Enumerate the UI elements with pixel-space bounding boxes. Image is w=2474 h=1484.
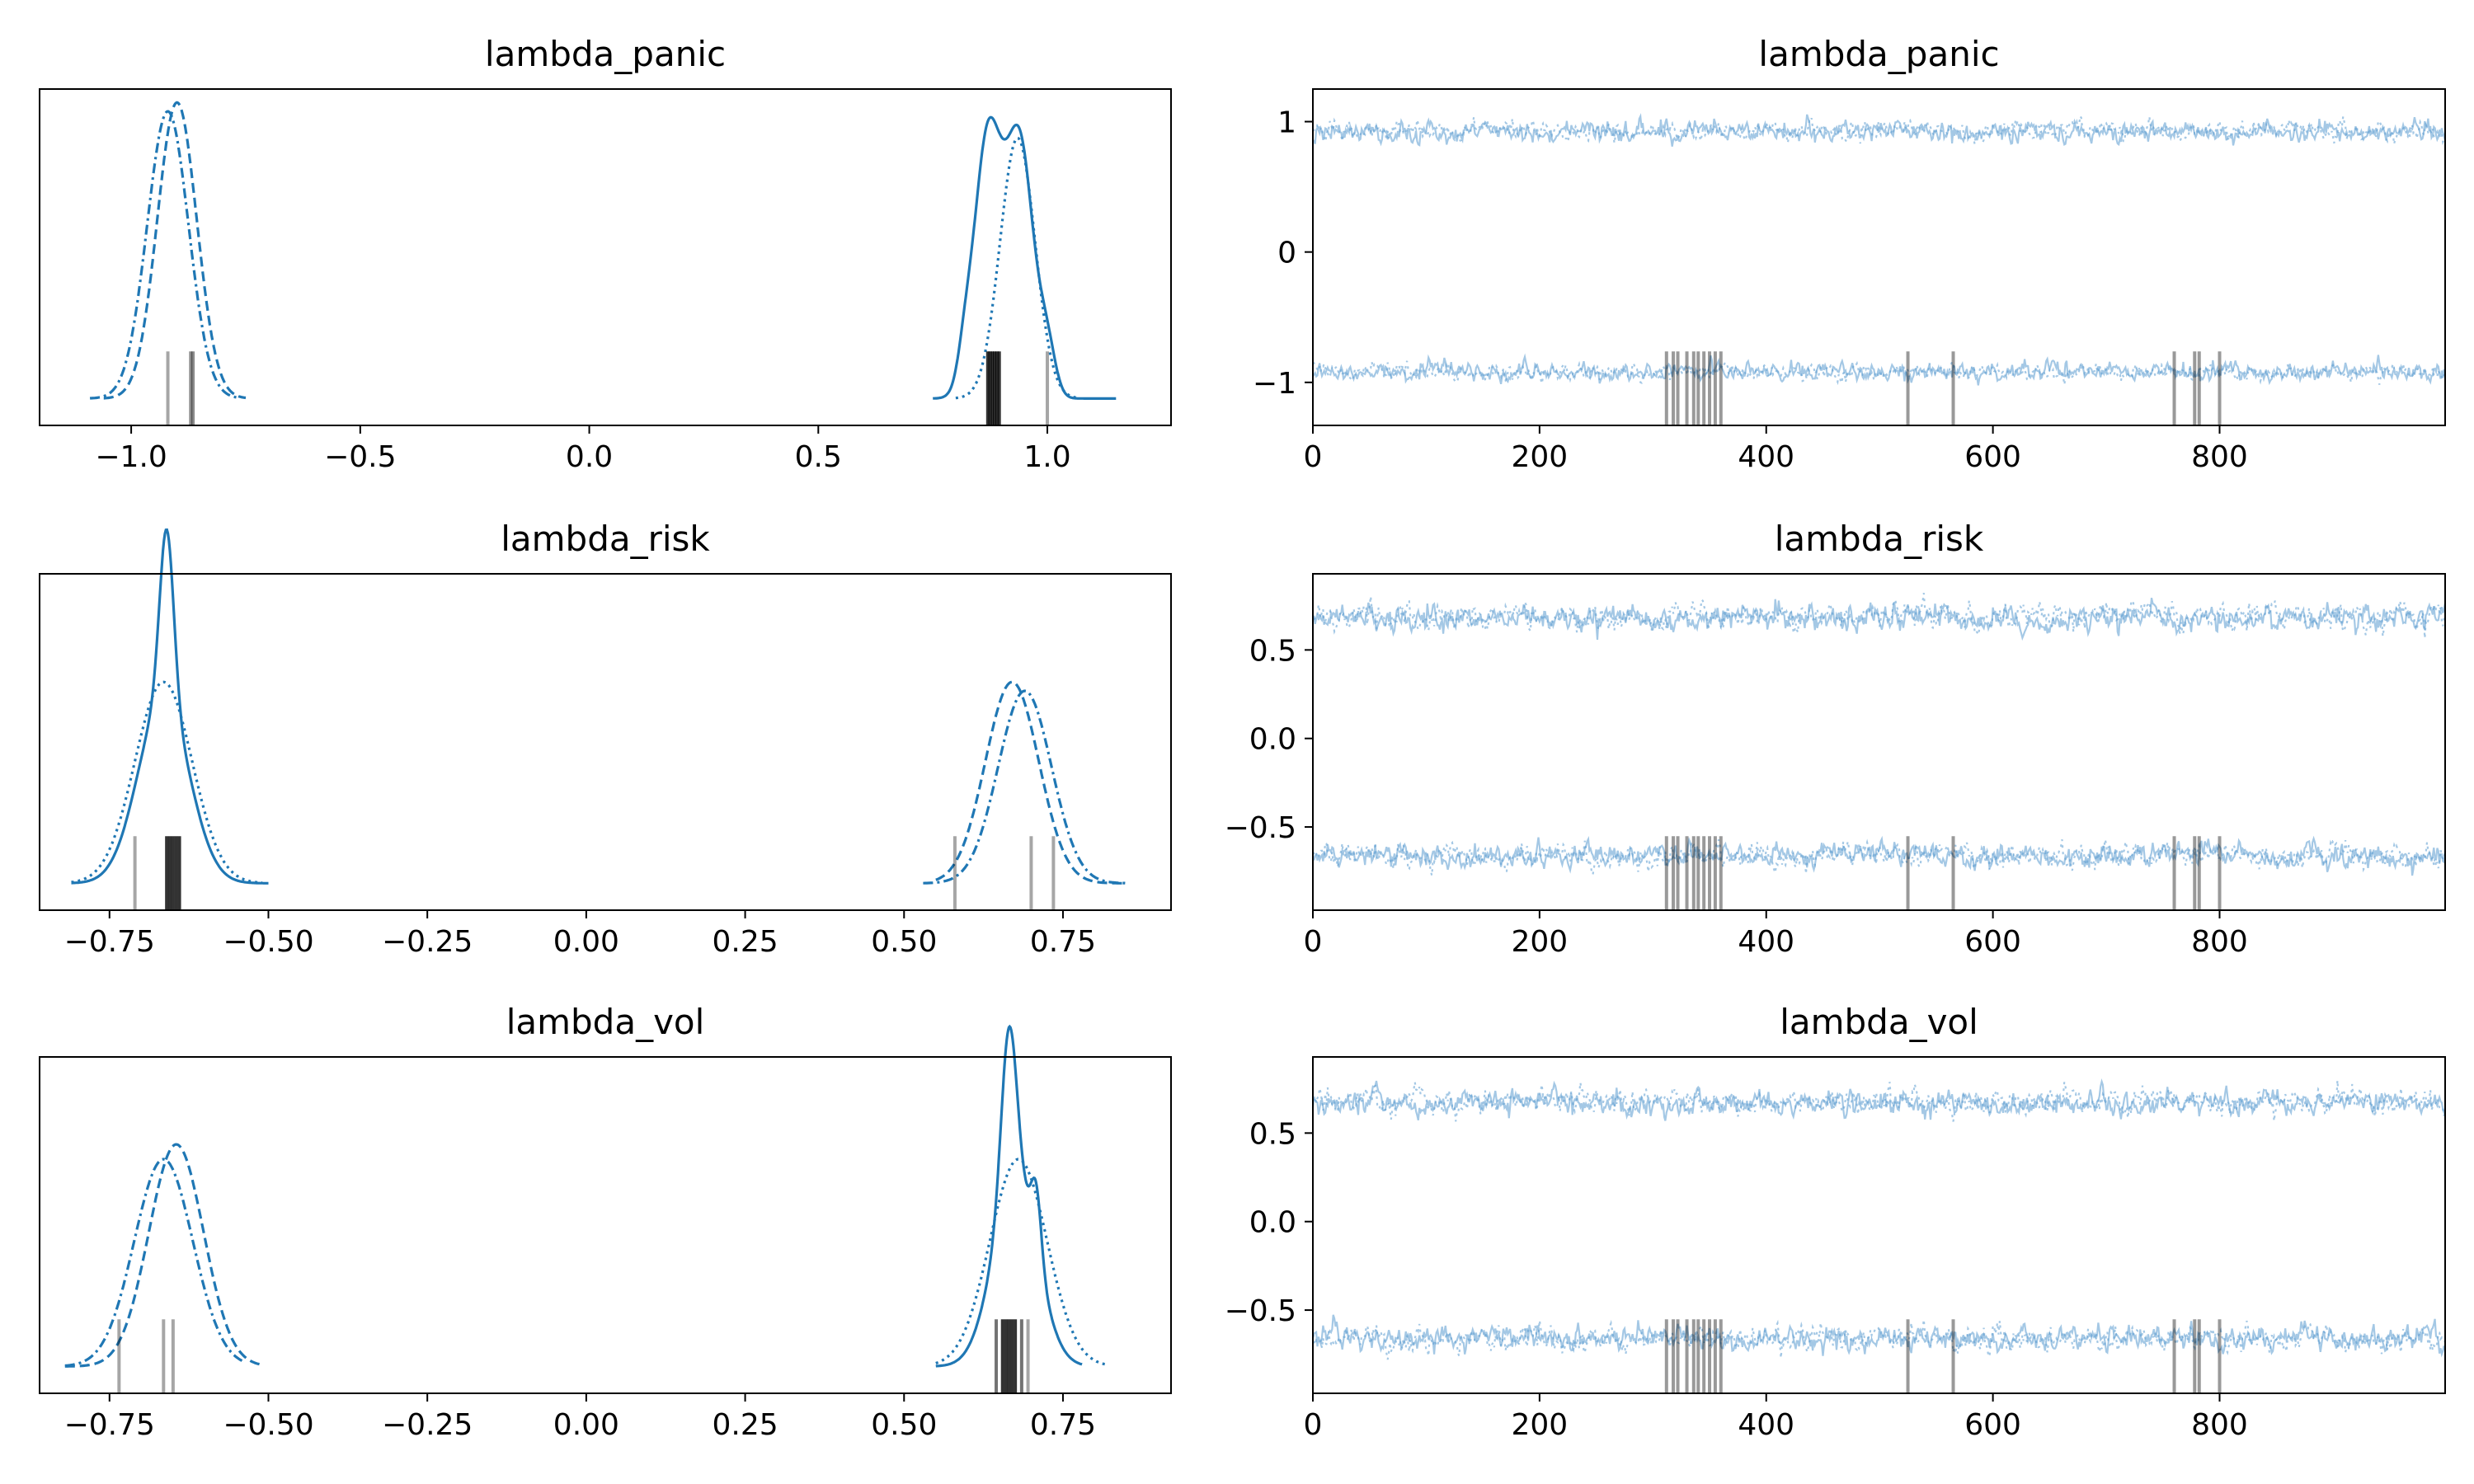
x-tick-label: 0.25 xyxy=(712,925,778,959)
y-tick-label: −0.5 xyxy=(1225,811,1296,845)
y-tick-label: 0.5 xyxy=(1249,1117,1296,1151)
x-tick-label: 400 xyxy=(1738,440,1794,474)
density-line-dashdot xyxy=(923,689,1126,885)
x-tick-label: 0.5 xyxy=(795,440,842,474)
plot-area xyxy=(64,1024,1108,1393)
x-tick-label: 600 xyxy=(1964,1408,2021,1442)
subplot-trace-lambda_panic: lambda_panic −1 0 1 0 200 400 600 800 xyxy=(1253,34,2447,474)
trace-line-dotted xyxy=(1312,360,2446,387)
trace-line-solid xyxy=(1312,113,2447,147)
subplot-trace-lambda_risk: lambda_risk −0.5 0.0 0.5 0 200 400 600 800 xyxy=(1225,519,2447,959)
density-line-dotted xyxy=(935,1158,1108,1366)
x-tick-label: 0.50 xyxy=(871,1408,937,1442)
x-tick-label: 200 xyxy=(1512,440,1569,474)
axes-frame xyxy=(1312,88,2446,426)
plot-area xyxy=(1311,593,2447,910)
subplot-density-lambda_vol: lambda_vol −0.75 −0.50 −0.25 0.00 0.25 0.50 0.7… xyxy=(39,1002,1172,1442)
trace-line-dotted xyxy=(1312,838,2447,878)
subplot-title: lambda_panic xyxy=(1758,34,1999,74)
x-tick-label: 0 xyxy=(1304,1408,1323,1442)
density-line-dashed xyxy=(935,680,1126,885)
subplot-density-lambda_risk: lambda_risk −0.75 −0.50 −0.25 0.00 0.25 0.50 0.… xyxy=(39,519,1172,959)
y-tick-label: 0.0 xyxy=(1249,1206,1296,1240)
trace-line-solid xyxy=(1312,353,2447,386)
subplot-trace-lambda_vol: lambda_vol −0.5 0.0 0.5 0 200 400 600 800 xyxy=(1225,1002,2447,1442)
x-tick-label: −0.5 xyxy=(324,440,396,474)
x-tick-label: −0.50 xyxy=(223,925,313,959)
x-tick-label: −1.0 xyxy=(95,440,167,474)
density-line-dotted xyxy=(955,136,1080,400)
plot-area xyxy=(1311,1078,2447,1393)
density-line-dashed xyxy=(64,1143,263,1368)
density-line-solid xyxy=(933,115,1117,400)
density-line-dashed xyxy=(103,101,247,400)
x-tick-label: 200 xyxy=(1512,925,1569,959)
subplot-title: lambda_risk xyxy=(1775,519,1984,559)
x-tick-label: −0.50 xyxy=(223,1408,313,1442)
subplot-density-lambda_panic: lambda_panic −1.0 −0.5 0.0 0.5 1.0 xyxy=(39,34,1172,474)
y-tick-label: −0.5 xyxy=(1225,1294,1296,1328)
y-tick-label: 0.5 xyxy=(1249,634,1296,668)
x-tick-label: 0 xyxy=(1304,925,1323,959)
y-tick-label: −1 xyxy=(1253,367,1296,401)
density-line-dashdot xyxy=(64,1158,244,1368)
x-tick-label: 400 xyxy=(1738,1408,1794,1442)
density-line-solid xyxy=(71,528,269,885)
x-tick-label: 0.00 xyxy=(553,925,619,959)
x-tick-label: −0.75 xyxy=(64,1408,155,1442)
x-tick-label: −0.75 xyxy=(64,925,155,959)
axes-frame xyxy=(39,88,1172,426)
density-line-dashdot xyxy=(89,110,238,400)
x-tick-label: 800 xyxy=(2191,440,2248,474)
axes-frame xyxy=(39,573,1172,911)
plot-area xyxy=(71,528,1126,910)
x-tick-label: −0.25 xyxy=(382,925,473,959)
subplot-title: lambda_panic xyxy=(485,34,726,74)
x-tick-label: 800 xyxy=(2191,1408,2248,1442)
subplot-grid: lambda_panic−1.0 −0.5 0.0 0.5 1.0lambda_pani… xyxy=(39,34,2447,1442)
x-tick-label: 0.0 xyxy=(566,440,613,474)
x-tick-label: 600 xyxy=(1964,440,2021,474)
x-tick-label: 0 xyxy=(1304,440,1323,474)
axes-frame xyxy=(39,1056,1172,1394)
subplot-title: lambda_vol xyxy=(506,1002,705,1042)
density-line-solid xyxy=(935,1024,1083,1368)
x-tick-label: 1.0 xyxy=(1023,440,1070,474)
x-tick-label: 400 xyxy=(1738,925,1794,959)
y-tick-label: 0 xyxy=(1277,237,1296,270)
y-tick-label: 1 xyxy=(1277,106,1296,140)
x-tick-label: −0.25 xyxy=(382,1408,473,1442)
x-tick-label: 800 xyxy=(2191,925,2248,959)
axes-frame xyxy=(1312,1056,2446,1394)
y-tick-label: 0.0 xyxy=(1249,723,1296,757)
x-tick-label: 0.75 xyxy=(1030,1408,1096,1442)
subplot-title: lambda_risk xyxy=(501,519,710,559)
x-tick-label: 200 xyxy=(1512,1408,1569,1442)
x-tick-label: 0.25 xyxy=(712,1408,778,1442)
trace-line-dotted xyxy=(1312,1080,2447,1122)
x-tick-label: 600 xyxy=(1964,925,2021,959)
axes-frame xyxy=(1312,573,2446,911)
plot-area xyxy=(1312,113,2447,425)
x-tick-label: 0.50 xyxy=(871,925,937,959)
plot-area xyxy=(89,101,1117,425)
trace-line-dotted xyxy=(1311,593,2447,639)
x-tick-label: 0.75 xyxy=(1030,925,1096,959)
subplot-title: lambda_vol xyxy=(1780,1002,1978,1042)
x-tick-label: 0.00 xyxy=(553,1408,619,1442)
trace-line-dotted xyxy=(1312,113,2446,146)
